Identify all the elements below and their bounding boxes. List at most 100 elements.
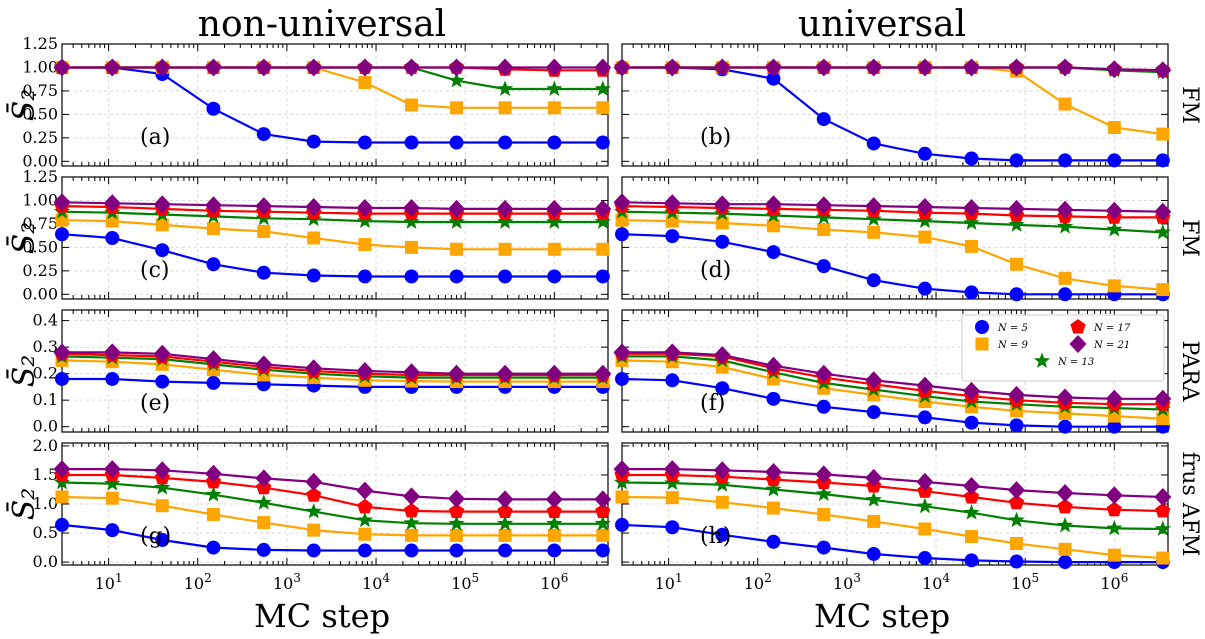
data-point (866, 405, 881, 420)
data-point (713, 461, 731, 480)
data-point (965, 239, 979, 253)
data-point (358, 238, 372, 252)
y-tick-label: 1.25 (22, 167, 58, 186)
data-point (1154, 61, 1172, 80)
data-point (713, 346, 731, 365)
data-point (1105, 486, 1123, 505)
series-line (61, 219, 603, 251)
data-point (815, 465, 833, 484)
legend-marker (1033, 352, 1051, 368)
data-point (546, 213, 563, 229)
data-point (865, 210, 882, 227)
data-point (405, 240, 419, 254)
data-point (155, 533, 170, 548)
data-point (715, 527, 730, 542)
data-point (594, 199, 612, 218)
series-N21 (613, 460, 1172, 506)
subplots: 0.000.250.500.751.001.25(a)S̄₂(b)FM0.000… (6, 34, 1202, 593)
panel-label: (c) (140, 258, 170, 283)
data-point (1107, 548, 1121, 562)
data-point (1105, 201, 1123, 220)
series-N13 (53, 59, 611, 96)
data-point (206, 540, 221, 555)
data-point (155, 499, 169, 513)
data-point (404, 543, 419, 558)
y-axis-label: S̄₂ (6, 355, 42, 388)
y-tick-label: 0.3 (33, 337, 58, 356)
data-point (206, 222, 220, 236)
y-tick-label: 0.4 (33, 311, 58, 330)
y-tick-label: 1.00 (22, 57, 58, 76)
data-point (817, 223, 831, 237)
data-point (356, 511, 373, 528)
series-line (621, 481, 1163, 531)
series-N5 (615, 227, 1170, 302)
data-point (715, 234, 730, 249)
series-line (61, 523, 603, 552)
series-N9 (615, 490, 1170, 565)
series-line (62, 473, 603, 513)
data-point (615, 227, 629, 242)
data-point (403, 363, 420, 382)
data-point (665, 373, 680, 388)
data-point (815, 364, 833, 383)
data-point (306, 134, 321, 149)
data-point (1058, 97, 1072, 111)
data-point (1009, 418, 1024, 433)
series-line (62, 66, 603, 144)
data-point (255, 469, 273, 488)
data-point (594, 515, 611, 531)
data-point (613, 193, 631, 212)
data-point (1156, 412, 1170, 426)
panel-c: 0.00 0.25 0.50 0.75 1.00 1.25 (c) S̄₂ (6, 167, 612, 303)
data-point (305, 198, 323, 216)
data-point (1107, 121, 1121, 135)
data-point (766, 71, 781, 86)
panel-frame (621, 442, 1169, 566)
data-point (497, 503, 513, 518)
data-point (665, 520, 680, 535)
series-N21 (53, 343, 612, 383)
data-point (815, 58, 833, 77)
data-point (357, 498, 373, 514)
data-point (916, 376, 934, 395)
data-point (963, 199, 980, 217)
data-point (546, 515, 563, 531)
series-N5 (55, 227, 610, 284)
data-point (55, 517, 69, 532)
x-tick-label: 103 (273, 571, 301, 593)
data-point (255, 494, 272, 510)
data-point (306, 543, 321, 558)
series-line (621, 210, 1163, 234)
data-point (448, 515, 465, 531)
data-point (105, 491, 119, 505)
series-line (621, 359, 1163, 420)
data-point (1009, 554, 1024, 569)
data-point (715, 381, 730, 396)
data-point (1008, 385, 1025, 404)
data-point (205, 464, 222, 483)
series-line (61, 205, 603, 215)
data-point (403, 514, 420, 530)
data-point (256, 127, 271, 142)
data-point (449, 269, 464, 284)
data-point (1155, 153, 1170, 168)
row-label: frus AFM (1177, 452, 1202, 557)
data-point (545, 199, 563, 218)
data-point (404, 135, 419, 150)
data-point (356, 199, 374, 217)
data-point (766, 534, 781, 549)
data-point (153, 58, 171, 77)
data-point (356, 362, 374, 380)
data-point (1105, 60, 1123, 79)
y-tick-label: 1.00 (22, 190, 58, 209)
data-point (916, 198, 934, 216)
series-N13 (613, 474, 1171, 536)
data-point (403, 58, 420, 77)
data-point (205, 486, 222, 502)
data-point (665, 229, 680, 244)
legend-entry: N = 17 (1070, 319, 1131, 334)
data-point (357, 543, 372, 558)
x-tick-label: 101 (95, 571, 123, 593)
series-N9 (615, 213, 1170, 297)
